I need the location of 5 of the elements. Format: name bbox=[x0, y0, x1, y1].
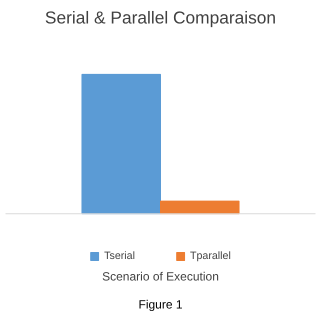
legend-label: Tparallel bbox=[190, 250, 231, 262]
chart-title: Serial & Parallel Comparaison bbox=[44, 8, 276, 28]
caption: Figure 1 bbox=[138, 298, 183, 312]
legend-label: Tserial bbox=[104, 250, 135, 262]
x-axis-title: Scenario of Execution bbox=[102, 270, 219, 284]
